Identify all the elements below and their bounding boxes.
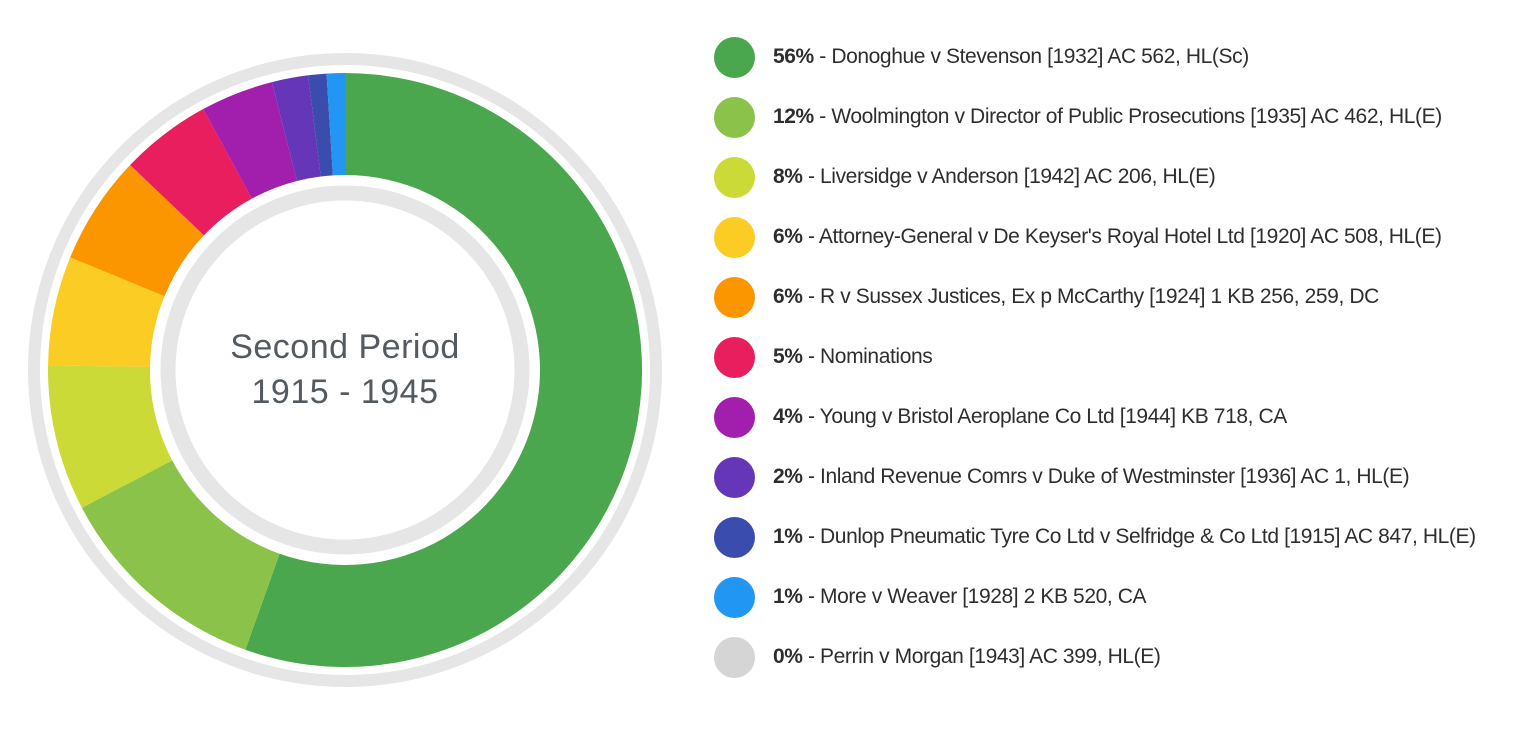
donut-chart-panel: Second Period 1915 - 1945 [25, 50, 665, 690]
legend-separator: - [802, 405, 820, 428]
legend-percent: 4% [773, 405, 803, 428]
legend-color-dot [714, 37, 755, 78]
legend-case-name: Nominations [820, 345, 933, 368]
legend-color-dot [714, 457, 755, 498]
legend-color-dot [714, 637, 755, 678]
legend-color-dot [714, 517, 755, 558]
legend-color-dot [714, 277, 755, 318]
legend-item-5[interactable]: 5% - Nominations [714, 337, 1516, 378]
legend-percent: 2% [773, 465, 803, 488]
legend-label: 0% - Perrin v Morgan [1943] AC 399, HL(E… [773, 643, 1161, 671]
legend-case-name: Young v Bristol Aeroplane Co Ltd [1944] … [819, 405, 1288, 428]
legend-separator: - [802, 585, 821, 608]
legend-percent: 6% [773, 225, 803, 248]
legend-case-name: Woolmington v Director of Public Prosecu… [831, 105, 1442, 128]
legend-item-2[interactable]: 8% - Liversidge v Anderson [1942] AC 206… [714, 157, 1516, 198]
donut-segment-3[interactable] [48, 257, 165, 367]
legend-separator: - [802, 345, 821, 368]
legend-separator: - [813, 45, 832, 68]
donut-segment-8[interactable] [308, 73, 333, 177]
legend-separator: - [802, 525, 821, 548]
donut-segment-1[interactable] [81, 460, 280, 650]
legend-label: 8% - Liversidge v Anderson [1942] AC 206… [773, 163, 1216, 191]
legend-item-7[interactable]: 2% - Inland Revenue Comrs v Duke of West… [714, 457, 1516, 498]
legend-case-name: Donoghue v Stevenson [1932] AC 562, HL(S… [831, 45, 1249, 68]
legend-item-8[interactable]: 1% - Dunlop Pneumatic Tyre Co Ltd v Self… [714, 517, 1516, 558]
legend-label: 1% - Dunlop Pneumatic Tyre Co Ltd v Self… [773, 523, 1476, 551]
legend-percent: 0% [773, 645, 803, 668]
legend-percent: 12% [773, 105, 814, 128]
legend-item-6[interactable]: 4% - Young v Bristol Aeroplane Co Ltd [1… [714, 397, 1516, 438]
legend-color-dot [714, 157, 755, 198]
legend-label: 6% - R v Sussex Justices, Ex p McCarthy … [773, 283, 1379, 311]
legend-item-10[interactable]: 0% - Perrin v Morgan [1943] AC 399, HL(E… [714, 637, 1516, 678]
legend-item-1[interactable]: 12% - Woolmington v Director of Public P… [714, 97, 1516, 138]
legend-percent: 1% [773, 585, 803, 608]
donut-segment-2[interactable] [48, 365, 173, 508]
legend-label: 12% - Woolmington v Director of Public P… [773, 103, 1442, 131]
legend-color-dot [714, 337, 755, 378]
legend-separator: - [802, 285, 821, 308]
legend-case-name: R v Sussex Justices, Ex p McCarthy [1924… [820, 285, 1379, 308]
legend-label: 5% - Nominations [773, 343, 933, 371]
legend-separator: - [802, 645, 821, 668]
donut-outer-ring [28, 53, 662, 687]
donut-segment-6[interactable] [203, 82, 297, 199]
legend-label: 6% - Attorney-General v De Keyser's Roya… [773, 223, 1442, 251]
legend-case-name: Attorney-General v De Keyser's Royal Hot… [818, 225, 1442, 248]
legend-case-name: Liversidge v Anderson [1942] AC 206, HL(… [820, 165, 1216, 188]
legend-separator: - [802, 165, 821, 188]
donut-segment-0[interactable] [245, 73, 643, 667]
chart-legend: 56% - Donoghue v Stevenson [1932] AC 562… [714, 37, 1516, 697]
legend-separator: - [802, 465, 821, 488]
legend-color-dot [714, 217, 755, 258]
legend-label: 1% - More v Weaver [1928] 2 KB 520, CA [773, 583, 1147, 611]
legend-label: 2% - Inland Revenue Comrs v Duke of West… [773, 463, 1410, 491]
legend-item-9[interactable]: 1% - More v Weaver [1928] 2 KB 520, CA [714, 577, 1516, 618]
legend-separator: - [802, 225, 819, 248]
legend-case-name: Perrin v Morgan [1943] AC 399, HL(E) [820, 645, 1161, 668]
legend-percent: 1% [773, 525, 803, 548]
donut-segment-9[interactable] [326, 72, 345, 176]
legend-label: 56% - Donoghue v Stevenson [1932] AC 562… [773, 43, 1249, 71]
donut-chart [28, 53, 662, 687]
legend-percent: 56% [773, 45, 814, 68]
legend-color-dot [714, 577, 755, 618]
legend-label: 4% - Young v Bristol Aeroplane Co Ltd [1… [773, 403, 1287, 431]
legend-case-name: Inland Revenue Comrs v Duke of Westminst… [820, 465, 1410, 488]
legend-case-name: Dunlop Pneumatic Tyre Co Ltd v Selfridge… [820, 525, 1476, 548]
legend-percent: 5% [773, 345, 803, 368]
legend-percent: 6% [773, 285, 803, 308]
legend-case-name: More v Weaver [1928] 2 KB 520, CA [820, 585, 1147, 608]
legend-color-dot [714, 397, 755, 438]
legend-item-4[interactable]: 6% - R v Sussex Justices, Ex p McCarthy … [714, 277, 1516, 318]
donut-segment-7[interactable] [271, 75, 321, 182]
donut-segment-5[interactable] [130, 109, 252, 236]
donut-segment-4[interactable] [70, 164, 204, 297]
legend-item-0[interactable]: 56% - Donoghue v Stevenson [1932] AC 562… [714, 37, 1516, 78]
donut-inner-ring [160, 185, 530, 555]
legend-separator: - [813, 105, 832, 128]
legend-percent: 8% [773, 165, 803, 188]
legend-color-dot [714, 97, 755, 138]
legend-item-3[interactable]: 6% - Attorney-General v De Keyser's Roya… [714, 217, 1516, 258]
